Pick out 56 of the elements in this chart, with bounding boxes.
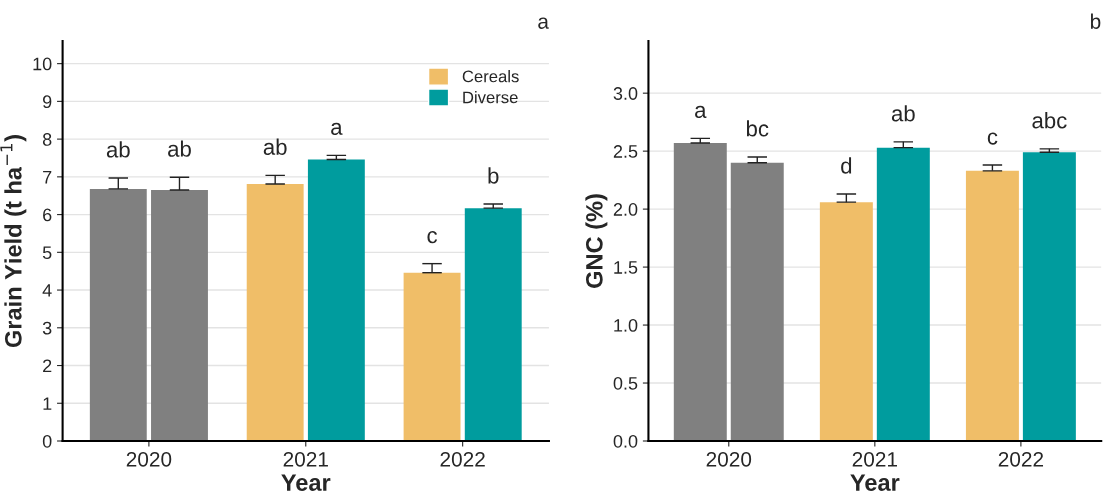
y-tick-label: 0.0 <box>613 434 638 448</box>
y-tick-label: 8 <box>42 133 52 146</box>
x-tick-label: 2022 <box>998 451 1044 467</box>
y-axis-title: GNC (%) <box>585 194 608 288</box>
bar <box>1022 152 1076 441</box>
x-tick-label: 2021 <box>852 451 897 467</box>
y-tick-label: 3 <box>42 321 52 335</box>
legend-label: Diverse <box>463 91 518 104</box>
data-label: ab <box>106 141 130 158</box>
x-axis-title: Year <box>850 474 900 491</box>
bar <box>89 188 147 441</box>
y-axis-title: Grain Yield (t ha$^{−1}$) <box>0 135 27 348</box>
y-tick-label: 1.0 <box>614 318 638 332</box>
text: b <box>1090 13 1101 29</box>
data-label: a <box>695 105 707 118</box>
x-tick-label: 2020 <box>126 451 172 467</box>
bar <box>151 190 208 441</box>
x-tick-label: 2020 <box>706 451 752 467</box>
data-label: a <box>331 122 343 135</box>
y-tick-label: 1.5 <box>614 261 638 274</box>
y-tick-label: 9 <box>43 95 52 109</box>
y-tick-label: 0 <box>42 434 52 448</box>
y-tick-label: 1 <box>43 397 52 410</box>
data-label: abc <box>1032 112 1067 129</box>
bar <box>307 159 365 441</box>
data-label: bc <box>746 120 769 137</box>
legend-label: Cereals <box>462 70 519 83</box>
bar <box>673 143 727 441</box>
y-tick-label: 7 <box>43 170 52 184</box>
bar <box>464 208 522 441</box>
bar <box>819 202 873 441</box>
bar <box>403 272 461 441</box>
y-tick-label: 2.0 <box>613 203 638 216</box>
x-axis-title: Year <box>281 474 331 491</box>
y-tick-label: 2 <box>43 359 52 373</box>
bar <box>965 170 1019 441</box>
y-tick-label: 5 <box>42 246 52 260</box>
data-label: ab <box>168 140 191 157</box>
data-label: ab <box>263 138 287 155</box>
data-label: b <box>488 167 499 184</box>
bar <box>246 184 304 441</box>
y-tick-label: 10 <box>33 57 52 71</box>
y-tick-label: 6 <box>43 208 52 222</box>
bar <box>730 162 784 441</box>
y-tick-label: 0.5 <box>613 376 638 390</box>
text: a <box>538 17 549 29</box>
x-tick-label: 2022 <box>440 451 485 467</box>
data-label: c <box>427 231 438 244</box>
data-label: c <box>987 132 998 145</box>
x-tick-label: 2021 <box>283 451 328 467</box>
bar <box>876 147 930 441</box>
y-tick-label: 4 <box>42 284 52 297</box>
y-tick-label: 2.5 <box>613 145 638 158</box>
y-tick-label: 3.0 <box>613 87 638 100</box>
data-label: ab <box>891 105 915 122</box>
data-label: d <box>841 157 852 174</box>
